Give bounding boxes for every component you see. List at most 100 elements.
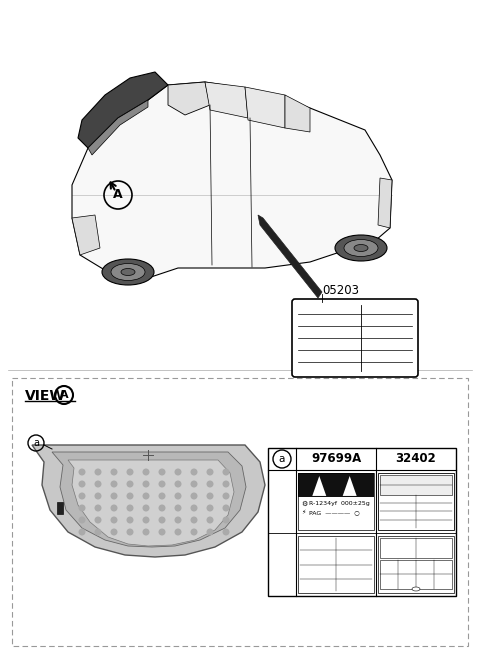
Circle shape [95,469,101,475]
FancyBboxPatch shape [292,299,418,377]
Circle shape [95,529,101,535]
Circle shape [175,529,181,535]
Circle shape [175,482,181,487]
Bar [298,536,374,593]
Text: VIEW: VIEW [25,389,66,403]
Polygon shape [205,82,248,118]
Ellipse shape [102,259,154,285]
Bar [380,475,452,495]
Bar [378,473,454,530]
Text: a: a [279,454,285,464]
Circle shape [175,517,181,523]
Polygon shape [72,215,100,255]
Circle shape [207,469,213,475]
Text: ⚙: ⚙ [301,501,307,507]
Circle shape [223,469,229,475]
Circle shape [79,482,85,487]
Circle shape [127,505,133,511]
Polygon shape [343,476,357,496]
Polygon shape [88,100,148,155]
Circle shape [223,493,229,499]
Polygon shape [168,82,210,115]
Circle shape [207,493,213,499]
Circle shape [127,517,133,523]
Circle shape [191,493,197,499]
Text: ⚡: ⚡ [301,510,305,515]
Circle shape [175,469,181,475]
Circle shape [111,469,117,475]
Circle shape [143,482,149,487]
Circle shape [143,493,149,499]
Circle shape [111,517,117,523]
Circle shape [111,482,117,487]
Circle shape [159,505,165,511]
Bar [298,497,374,530]
Circle shape [79,493,85,499]
Circle shape [159,469,165,475]
Ellipse shape [111,264,145,281]
Circle shape [223,482,229,487]
Circle shape [191,517,197,523]
Bar [380,560,452,589]
Circle shape [95,517,101,523]
Text: 32402: 32402 [396,453,436,466]
Ellipse shape [412,587,420,591]
Polygon shape [258,215,322,298]
Circle shape [191,529,197,535]
Circle shape [95,482,101,487]
Circle shape [207,529,213,535]
Circle shape [95,505,101,511]
Circle shape [159,482,165,487]
Circle shape [127,482,133,487]
Ellipse shape [344,239,378,256]
Circle shape [159,529,165,535]
Circle shape [111,493,117,499]
Circle shape [175,505,181,511]
Circle shape [191,469,197,475]
Bar [12,378,468,646]
Bar [298,473,374,497]
Polygon shape [32,445,265,557]
Circle shape [143,517,149,523]
Polygon shape [245,87,285,128]
Circle shape [143,505,149,511]
Polygon shape [312,476,326,496]
Text: a: a [33,438,39,448]
Circle shape [127,493,133,499]
Text: R-1234yf  000±25g: R-1234yf 000±25g [309,501,370,506]
Bar [380,538,452,558]
Text: A: A [113,188,123,201]
Polygon shape [72,82,392,278]
Circle shape [111,505,117,511]
Ellipse shape [121,268,135,276]
Ellipse shape [354,245,368,251]
Circle shape [223,529,229,535]
Circle shape [223,517,229,523]
Text: 05203: 05203 [322,283,359,297]
Circle shape [79,505,85,511]
Bar [57,502,63,514]
Circle shape [159,517,165,523]
Bar [298,473,374,530]
Text: 97699A: 97699A [311,453,361,466]
Bar [268,448,456,596]
Text: A: A [60,390,68,400]
Circle shape [207,505,213,511]
Polygon shape [68,460,234,546]
Circle shape [207,517,213,523]
Circle shape [191,505,197,511]
Circle shape [143,469,149,475]
Circle shape [95,493,101,499]
Circle shape [175,493,181,499]
Polygon shape [378,178,392,228]
Polygon shape [285,95,310,132]
Circle shape [207,482,213,487]
Circle shape [223,505,229,511]
Polygon shape [78,72,168,148]
Circle shape [159,493,165,499]
Ellipse shape [335,235,387,261]
Circle shape [127,469,133,475]
Circle shape [143,529,149,535]
Circle shape [191,482,197,487]
Bar [378,536,454,593]
